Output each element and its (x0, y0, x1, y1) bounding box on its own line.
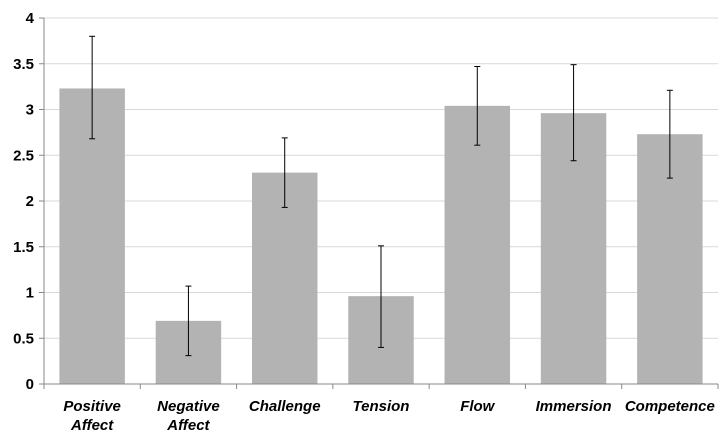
x-category-label-line: Affect (70, 417, 114, 434)
x-category-label: Challenge (249, 398, 321, 415)
x-category-label: Competence (625, 398, 715, 415)
x-category-labels: Positive Affect Negative Affect Challenge Ten… (63, 398, 714, 434)
y-tick-label: 3.5 (13, 56, 34, 73)
x-category-label: Negative Affect (157, 398, 220, 434)
y-tick-label: 3 (26, 102, 34, 119)
x-category-label-line: Flow (460, 398, 495, 415)
axes (39, 17, 719, 389)
error-bars (89, 35, 673, 357)
x-category-label-line: Affect (166, 417, 210, 434)
x-category-label-line: Competence (625, 398, 715, 415)
x-category-label: Flow (460, 398, 495, 415)
x-category-label-line: Challenge (249, 398, 321, 415)
x-category-label: Positive Affect (63, 398, 121, 434)
y-tick-label: 0 (26, 376, 34, 393)
y-tick-label: 2 (26, 193, 34, 210)
y-tick-labels: 0 0.5 1 1.5 2 2.5 3 3.5 4 (13, 10, 35, 393)
y-tick-label: 1.5 (13, 239, 34, 256)
x-category-label-line: Tension (353, 398, 410, 415)
x-category-label: Immersion (536, 398, 612, 415)
y-tick-label: 2.5 (13, 147, 34, 164)
x-category-label: Tension (353, 398, 410, 415)
y-tick-label: 1 (26, 285, 34, 302)
y-tick-label: 4 (26, 10, 35, 27)
bar (444, 105, 511, 384)
y-tick-label: 0.5 (13, 330, 34, 347)
x-category-label-line: Negative (157, 398, 220, 415)
x-category-label-line: Immersion (536, 398, 612, 415)
x-category-label-line: Positive (63, 398, 121, 415)
